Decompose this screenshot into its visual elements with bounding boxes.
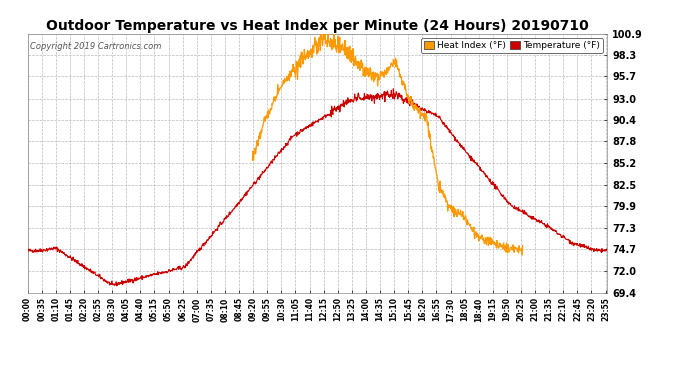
Legend: Heat Index (°F), Temperature (°F): Heat Index (°F), Temperature (°F) [421, 38, 602, 53]
Title: Outdoor Temperature vs Heat Index per Minute (24 Hours) 20190710: Outdoor Temperature vs Heat Index per Mi… [46, 19, 589, 33]
Text: Copyright 2019 Cartronics.com: Copyright 2019 Cartronics.com [30, 42, 162, 51]
